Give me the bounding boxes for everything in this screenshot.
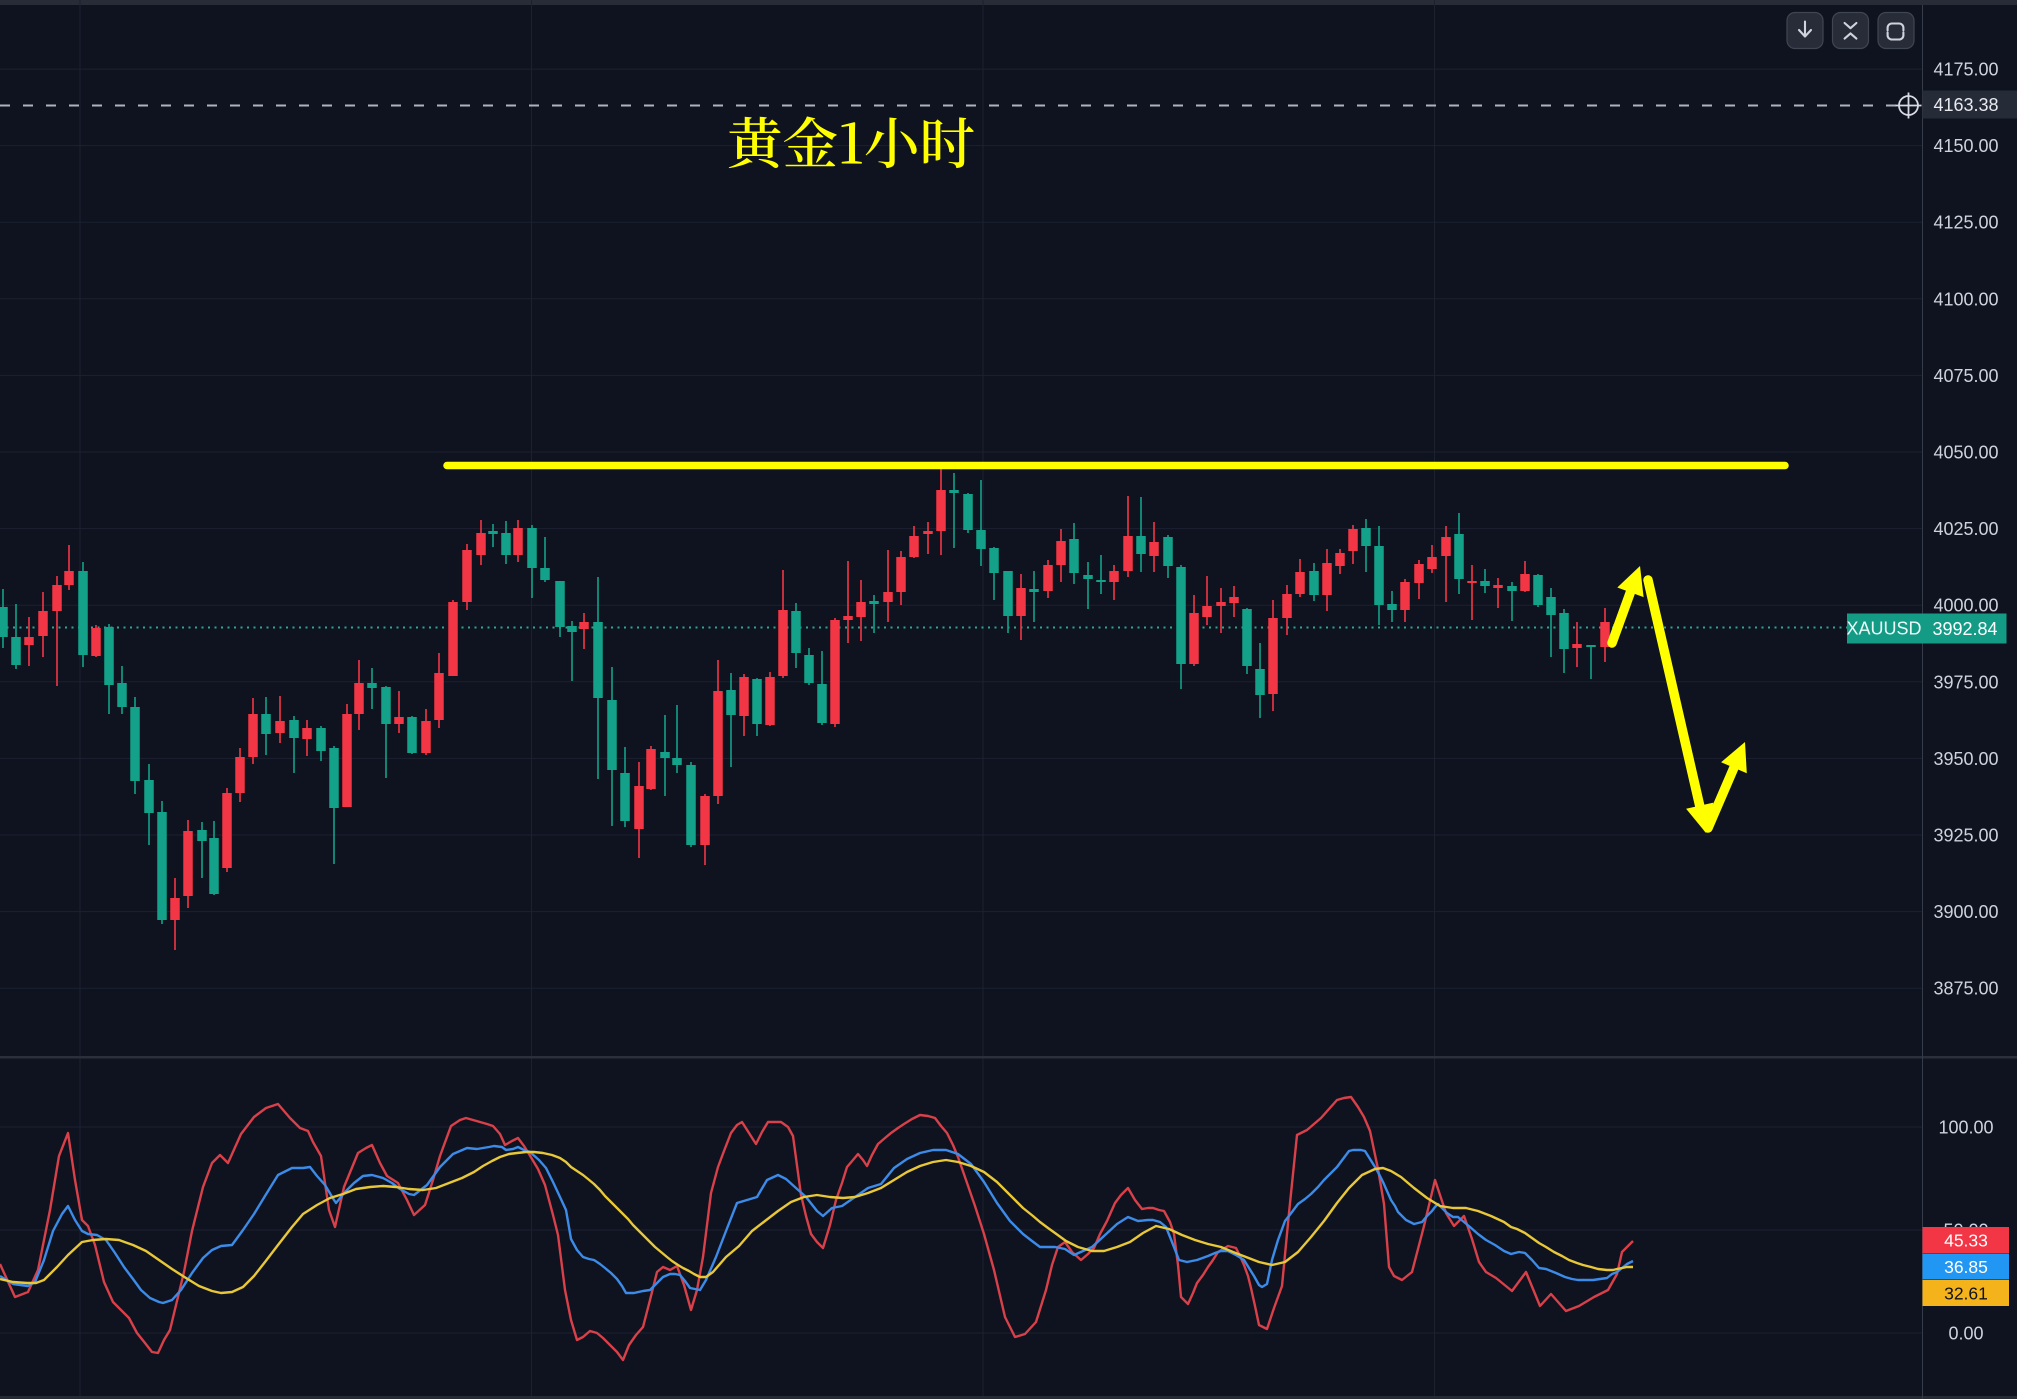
svg-text:XAUUSD: XAUUSD bbox=[1846, 619, 1921, 639]
svg-text:4050.00: 4050.00 bbox=[1933, 443, 1998, 463]
svg-text:0.00: 0.00 bbox=[1948, 1324, 1983, 1344]
svg-text:4025.00: 4025.00 bbox=[1933, 519, 1998, 539]
svg-text:3992.84: 3992.84 bbox=[1932, 619, 1997, 639]
svg-text:3975.00: 3975.00 bbox=[1933, 672, 1998, 692]
svg-text:3950.00: 3950.00 bbox=[1933, 749, 1998, 769]
svg-text:32.61: 32.61 bbox=[1944, 1283, 1988, 1303]
svg-text:4150.00: 4150.00 bbox=[1933, 136, 1998, 156]
svg-text:3875.00: 3875.00 bbox=[1933, 979, 1998, 999]
svg-text:3900.00: 3900.00 bbox=[1933, 902, 1998, 922]
svg-text:4175.00: 4175.00 bbox=[1933, 60, 1998, 80]
svg-text:100.00: 100.00 bbox=[1938, 1118, 1993, 1138]
svg-text:4100.00: 4100.00 bbox=[1933, 289, 1998, 309]
svg-text:4163.38: 4163.38 bbox=[1933, 95, 1998, 115]
svg-text:3925.00: 3925.00 bbox=[1933, 826, 1998, 846]
svg-text:4125.00: 4125.00 bbox=[1933, 213, 1998, 233]
svg-text:36.85: 36.85 bbox=[1944, 1257, 1988, 1277]
svg-text:45.33: 45.33 bbox=[1944, 1230, 1988, 1250]
svg-text:4000.00: 4000.00 bbox=[1933, 596, 1998, 616]
svg-text:4075.00: 4075.00 bbox=[1933, 366, 1998, 386]
